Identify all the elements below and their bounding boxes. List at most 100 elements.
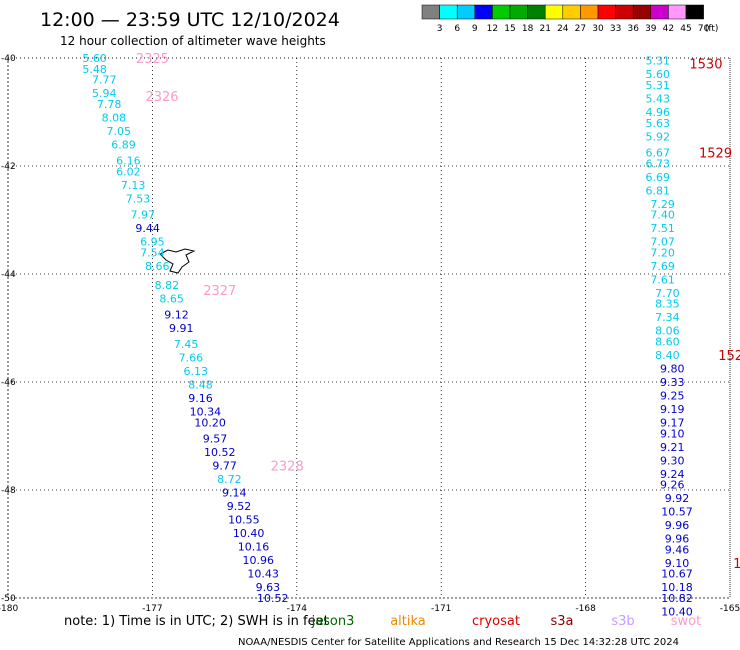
swh-value: 9.52: [227, 500, 252, 513]
pass-time-label: 2325: [136, 52, 169, 67]
legend-swatch: [580, 4, 599, 20]
swh-value: 10.34: [190, 406, 222, 419]
satellite-name: altika: [390, 614, 426, 629]
pass-time-label: 1528: [718, 349, 740, 364]
legend-label: 3: [437, 24, 443, 34]
legend-label: 45: [680, 24, 691, 34]
legend-swatch: [668, 4, 687, 20]
map-grid: [7, 57, 731, 599]
swh-value: 7.45: [174, 338, 199, 351]
swh-value: 5.43: [646, 93, 671, 106]
legend-swatch: [492, 4, 511, 20]
y-tick-label: -46: [1, 378, 16, 388]
footnote: note: 1) Time is in UTC; 2) SWH is in fe…: [64, 614, 329, 629]
x-tick-label: -168: [575, 604, 596, 614]
swh-value: 9.17: [660, 417, 685, 430]
legend-label: 9: [472, 24, 478, 34]
pass-time-label: 1530: [689, 57, 722, 72]
swh-value: 8.40: [655, 349, 680, 362]
swh-value: 8.35: [655, 298, 680, 311]
swh-value: 7.20: [650, 246, 675, 259]
swh-value: 9.80: [660, 363, 685, 376]
legend-label: 24: [557, 24, 569, 34]
legend-swatch: [421, 4, 440, 20]
swh-value: 7.51: [650, 222, 675, 235]
swh-value: 10.43: [247, 568, 279, 581]
legend-label: 30: [592, 24, 604, 34]
swh-value: 7.70: [655, 287, 680, 300]
swh-value: 9.24: [660, 468, 685, 481]
swh-value: 9.92: [665, 492, 690, 505]
swh-value: 9.77: [212, 460, 237, 473]
legend-swatch: [597, 4, 616, 20]
swh-value: 7.54: [140, 246, 165, 259]
swh-value: 6.13: [183, 365, 208, 378]
satellite-name: jason3: [311, 614, 355, 629]
pass-time-label: 2328: [271, 460, 304, 475]
legend-label: 33: [610, 24, 621, 34]
swh-value: 7.97: [131, 209, 156, 222]
time-labels: 2325 2326 2327 2328 1530 1529 1528 1: [136, 52, 740, 572]
data-marks: 5.605.487.775.947.788.087.056.896.166.02…: [82, 52, 692, 619]
swh-value: 5.94: [92, 87, 117, 100]
swh-value: 7.69: [650, 260, 675, 273]
swh-value: 9.25: [660, 390, 685, 403]
swh-value: 5.92: [646, 130, 671, 143]
swh-value: 10.40: [661, 606, 693, 619]
swh-value: 8.65: [159, 292, 184, 305]
swh-value: 9.12: [164, 309, 189, 322]
swh-value: 9.30: [660, 454, 685, 467]
swh-value: 7.29: [650, 198, 675, 211]
swh-value: 10.55: [228, 514, 260, 527]
swh-value: 8.72: [217, 473, 242, 486]
island-outline: [159, 248, 196, 274]
swh-value: 8.66: [145, 260, 170, 273]
swh-value: 10.52: [204, 446, 236, 459]
legend-swatch: [456, 4, 476, 20]
swh-value: 9.63: [256, 581, 281, 594]
legend-swatch: [439, 4, 458, 20]
legend-label: (ft): [705, 24, 719, 34]
legend-label: 12: [487, 24, 498, 34]
swh-value: 8.48: [188, 379, 213, 392]
swh-value: 6.89: [111, 138, 136, 151]
swh-value: 6.69: [646, 171, 671, 184]
swh-value: 9.14: [222, 487, 247, 500]
satellite-name: cryosat: [472, 614, 520, 629]
swh-value: 6.81: [646, 184, 671, 197]
swh-value: 4.96: [646, 106, 671, 119]
swh-value: 6.16: [116, 155, 141, 168]
legend-label: 42: [663, 24, 674, 34]
color-legend: 3 6 9 12 15 18 21 24 27 30 33 36 39 42 45 70(ft): [421, 4, 719, 34]
legend-label: 39: [645, 24, 657, 34]
swh-value: 9.44: [135, 222, 160, 235]
y-tick-label: -48: [1, 486, 16, 496]
satellite-legend: jason3 altika cryosat s3a s3b swot: [311, 614, 702, 629]
swh-value: 9.10: [660, 427, 685, 440]
swh-value: 7.66: [179, 352, 204, 365]
axis-ticks: -180 -177 -174 -171 -168 -165 -40 -42 -44 -46 -48 -…: [0, 54, 740, 614]
legend-label: 70: [698, 24, 710, 34]
legend-swatch: [615, 4, 634, 20]
x-tick-label: -165: [720, 604, 740, 614]
swh-value: 9.33: [660, 376, 685, 389]
swh-value: 7.78: [97, 98, 122, 111]
legend-swatch: [632, 4, 652, 20]
satellite-name: s3b: [611, 614, 634, 629]
swh-value: 6.73: [646, 157, 671, 170]
swh-value: 8.06: [655, 325, 680, 338]
x-tick-label: -171: [431, 604, 451, 614]
legend-swatch: [509, 4, 528, 20]
swh-value: 7.07: [650, 236, 675, 249]
swh-value: 7.40: [650, 209, 675, 222]
swh-value: 6.95: [140, 236, 165, 249]
swh-value: 10.16: [238, 541, 270, 554]
legend-label: 18: [522, 24, 534, 34]
swh-value: 5.63: [646, 117, 671, 130]
swh-value: 5.60: [82, 52, 107, 65]
swh-value: 7.05: [106, 125, 131, 138]
swh-value: 10.82: [661, 592, 693, 605]
swh-value: 9.46: [665, 543, 690, 556]
x-tick-label: -180: [0, 604, 18, 614]
